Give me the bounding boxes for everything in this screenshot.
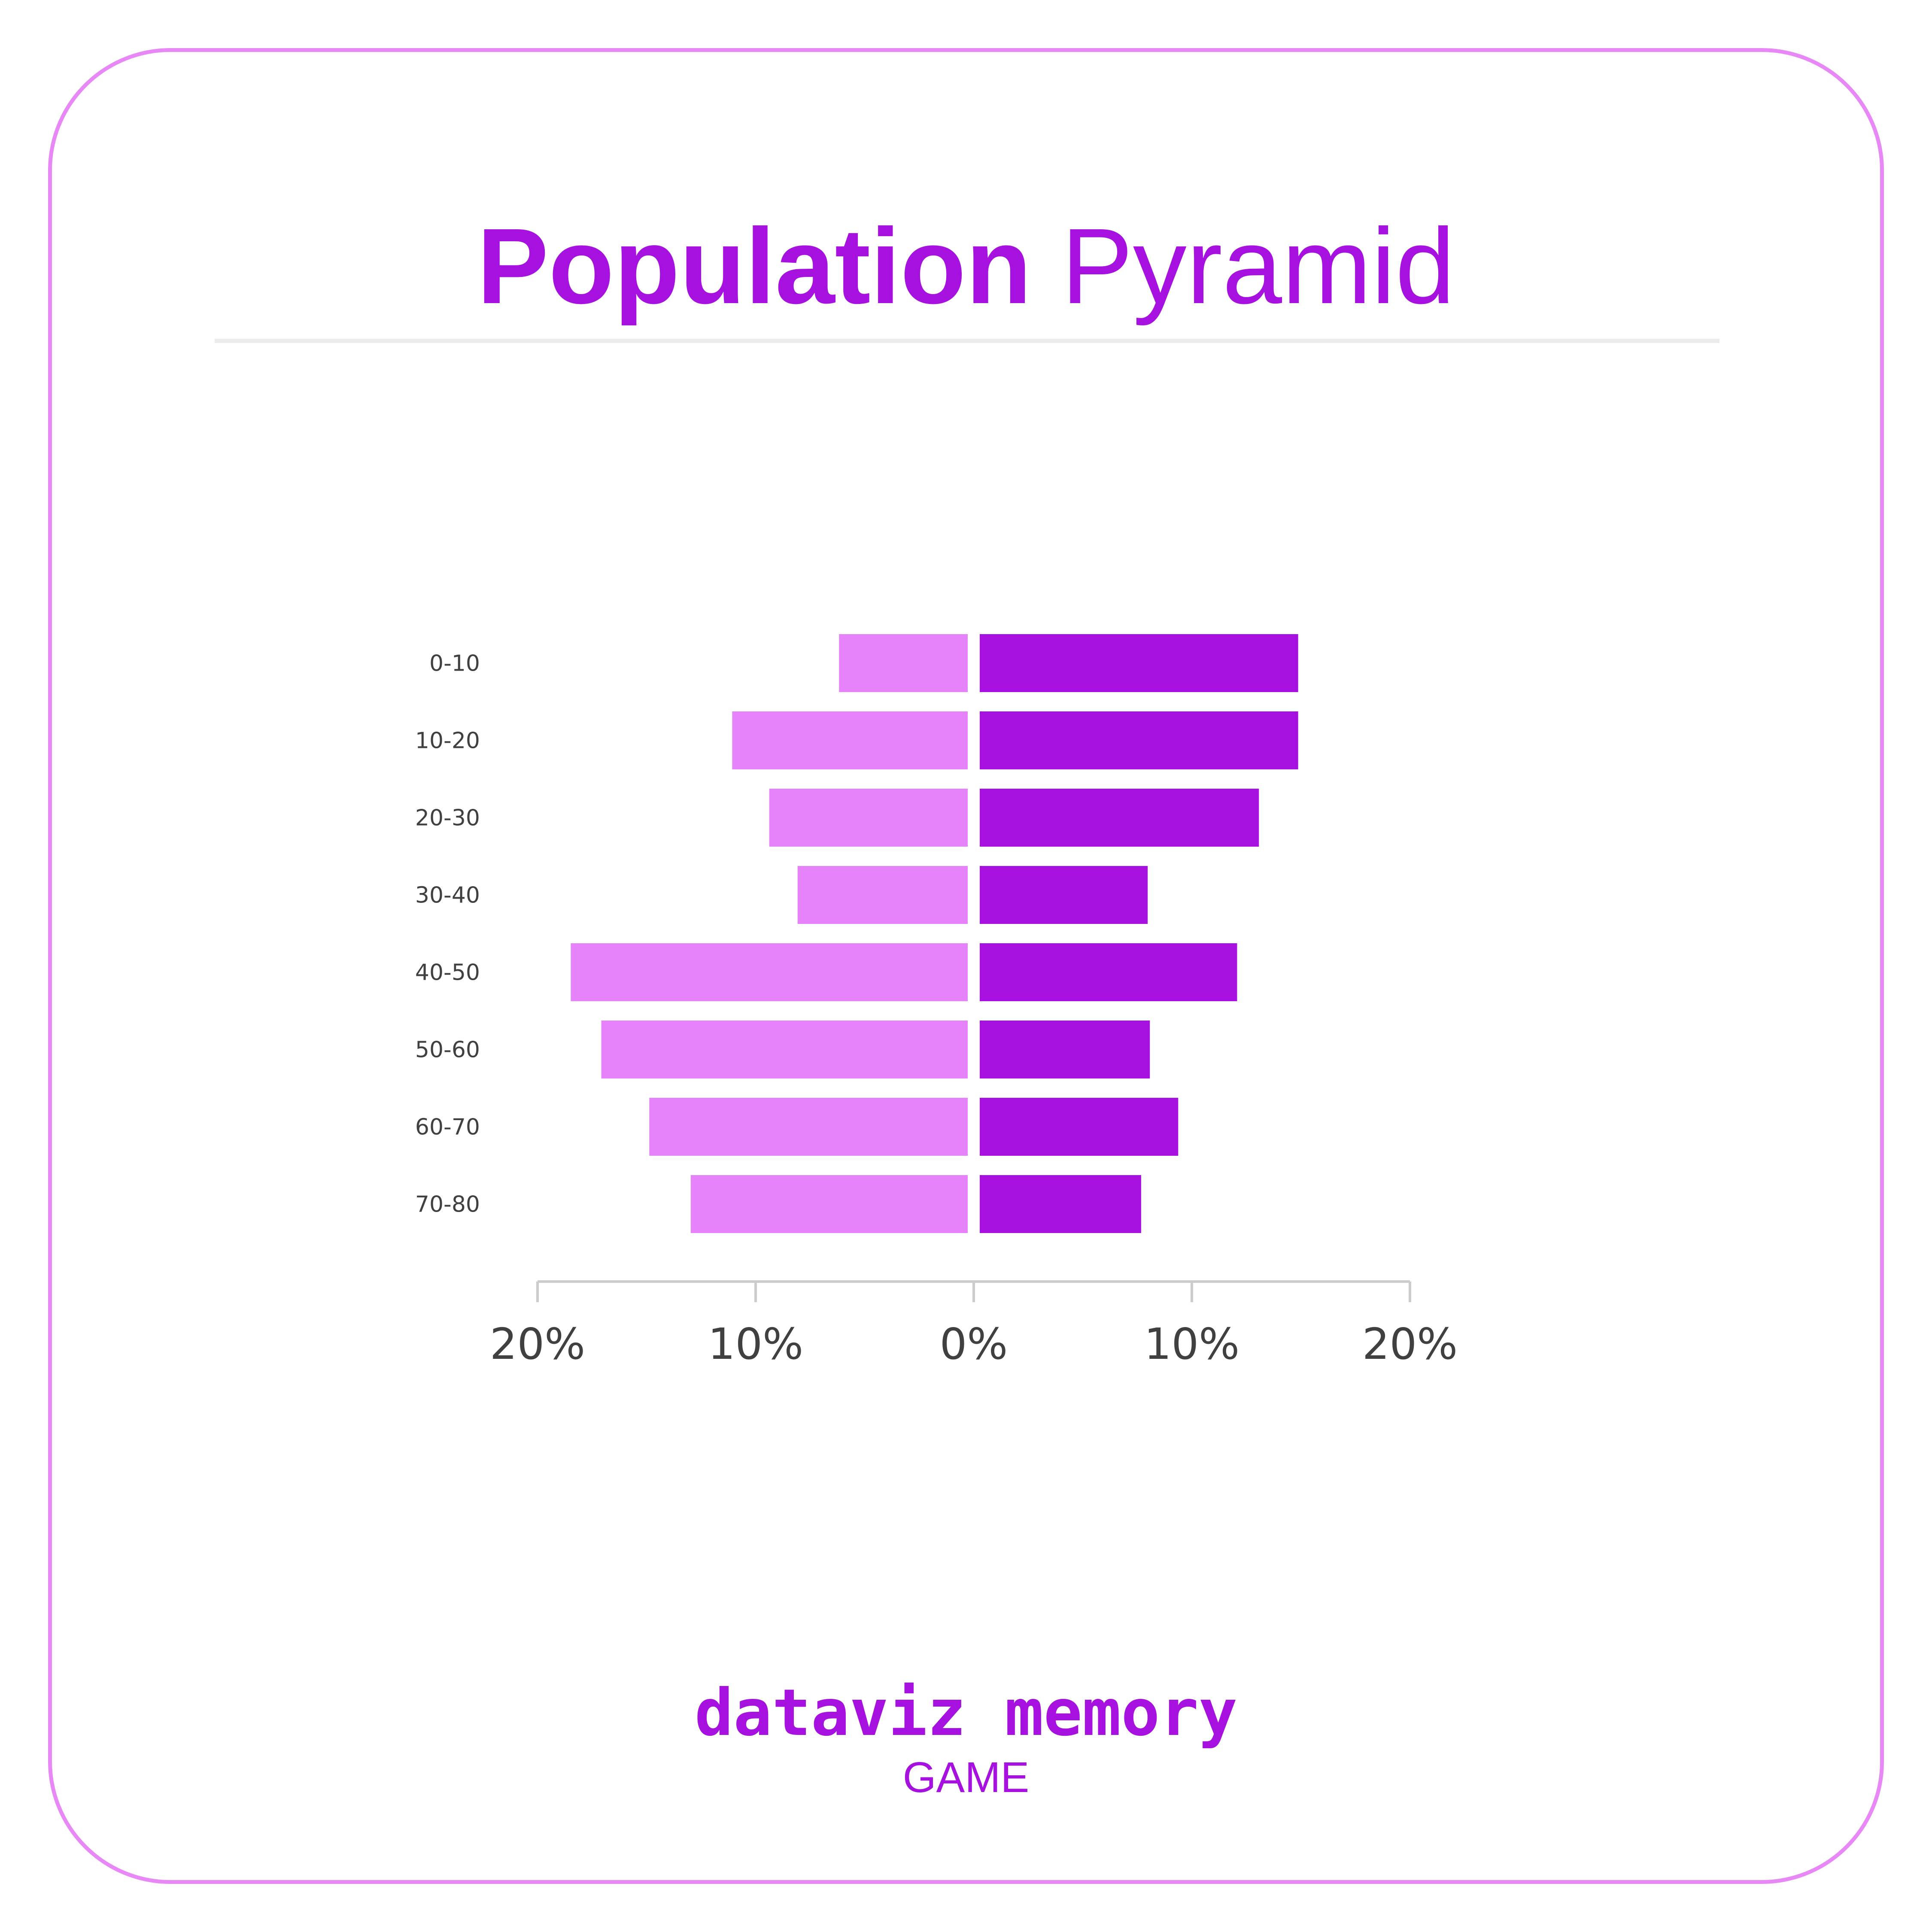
- title-bold: Population: [477, 206, 1032, 326]
- bar-left-30-40: [797, 866, 968, 924]
- y-tick-label: 10-20: [415, 728, 480, 754]
- bar-right-20-30: [980, 789, 1259, 847]
- y-tick-label: 30-40: [415, 883, 480, 908]
- y-tick-label: 50-60: [415, 1037, 480, 1063]
- chart-title: Population Pyramid: [0, 202, 1932, 331]
- bar-left-60-70: [649, 1098, 968, 1156]
- y-tick-label: 70-80: [415, 1192, 480, 1218]
- x-tick-label: 10%: [708, 1319, 803, 1369]
- bar-right-10-20: [980, 711, 1298, 769]
- y-tick-label: 0-10: [429, 651, 480, 677]
- bar-right-60-70: [980, 1098, 1179, 1156]
- bar-left-50-60: [601, 1021, 968, 1078]
- footer-brand: dataviz memory: [694, 1676, 1238, 1750]
- y-tick-label: 20-30: [415, 805, 480, 831]
- bar-right-70-80: [980, 1175, 1141, 1233]
- x-tick-label: 0%: [940, 1319, 1008, 1369]
- bar-right-40-50: [980, 943, 1237, 1001]
- bar-left-40-50: [571, 943, 968, 1001]
- bar-left-10-20: [732, 711, 968, 769]
- y-tick-label: 40-50: [415, 960, 480, 986]
- bar-right-50-60: [980, 1021, 1150, 1078]
- bar-left-20-30: [769, 789, 968, 847]
- bar-right-30-40: [980, 866, 1148, 924]
- bar-left-70-80: [690, 1175, 968, 1233]
- footer-subtitle: GAME: [902, 1753, 1030, 1801]
- x-tick-label: 10%: [1144, 1319, 1239, 1369]
- y-tick-label: 60-70: [415, 1115, 480, 1140]
- x-tick-label: 20%: [490, 1319, 585, 1369]
- x-tick-label: 20%: [1362, 1319, 1458, 1369]
- bar-right-0-10: [980, 634, 1298, 692]
- title-light: Pyramid: [1061, 206, 1455, 326]
- bar-left-0-10: [839, 634, 968, 692]
- title-divider: [215, 339, 1719, 343]
